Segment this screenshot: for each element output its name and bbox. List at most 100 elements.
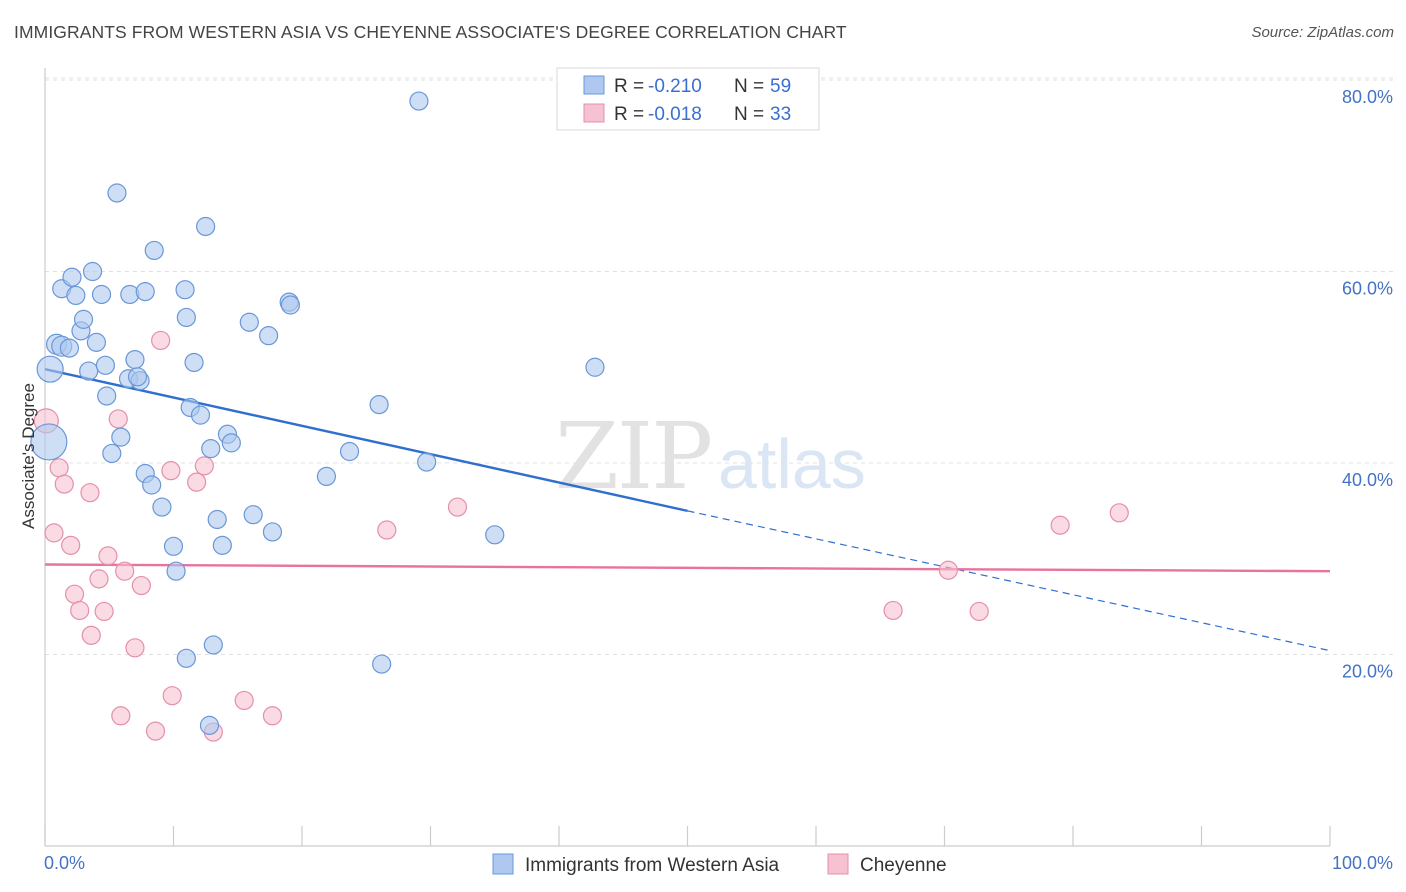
series-legend-label-blue: Immigrants from Western Asia — [525, 855, 780, 876]
series-legend: Immigrants from Western Asia Cheyenne — [492, 853, 947, 876]
legend-r-value-1: -0.210 — [648, 76, 702, 97]
watermark-atlas: atlas — [718, 425, 866, 503]
point-pink-14 — [115, 561, 135, 581]
x-tick-labels: 0.0% 100.0% — [44, 853, 1393, 873]
legend-n-label-2: N = — [734, 104, 764, 125]
point-pink-26 — [377, 520, 397, 540]
point-blue-53 — [372, 654, 392, 674]
point-blue-0 — [30, 423, 68, 461]
legend-n-value-2: 33 — [770, 104, 791, 125]
point-blue-55 — [409, 91, 429, 111]
point-pink-1 — [44, 523, 64, 543]
point-blue-29 — [163, 536, 184, 556]
point-pink-18 — [151, 330, 171, 351]
point-pink-15 — [125, 638, 145, 658]
point-blue-1 — [36, 355, 64, 383]
point-pink-12 — [108, 409, 128, 429]
point-blue-39 — [207, 509, 227, 530]
y-tick-label-0: 20.0% — [1342, 662, 1393, 682]
point-blue-44 — [176, 648, 196, 668]
point-blue-35 — [190, 405, 211, 425]
source-label: Source: ZipAtlas.com — [1251, 24, 1394, 41]
point-blue-17 — [111, 427, 131, 447]
point-blue-37 — [201, 439, 221, 459]
point-pink-3 — [54, 474, 74, 494]
point-blue-30 — [166, 561, 186, 581]
x-tick-label-min: 0.0% — [44, 853, 85, 873]
point-pink-6 — [70, 600, 90, 621]
chart-title: IMMIGRANTS FROM WESTERN ASIA VS CHEYENNE… — [14, 22, 847, 42]
point-blue-32 — [176, 307, 196, 328]
point-blue-25 — [144, 240, 164, 261]
point-pink-32 — [1109, 503, 1129, 523]
point-pink-13 — [111, 706, 131, 726]
point-blue-27 — [142, 475, 162, 495]
point-blue-15 — [97, 386, 117, 406]
point-blue-28 — [152, 497, 172, 517]
legend-n-label-1: N = — [734, 76, 764, 97]
point-blue-52 — [339, 441, 360, 462]
point-pink-8 — [81, 625, 101, 645]
trend-line-pink — [44, 563, 1331, 573]
trend-line-blue-extension — [687, 510, 1331, 652]
point-pink-19 — [161, 461, 181, 481]
point-blue-21 — [125, 349, 145, 370]
point-blue-43 — [199, 715, 220, 735]
point-blue-46 — [243, 505, 263, 525]
point-pink-7 — [80, 483, 100, 503]
point-blue-9 — [91, 284, 112, 305]
point-blue-51 — [316, 466, 337, 487]
trend-lines — [44, 367, 1331, 652]
point-blue-50 — [280, 295, 301, 315]
point-pink-16 — [131, 575, 151, 596]
point-pink-28 — [883, 600, 903, 621]
point-blue-58 — [585, 357, 605, 377]
point-pink-17 — [145, 721, 166, 741]
axes — [44, 68, 1331, 847]
point-pink-22 — [194, 456, 214, 476]
point-pink-10 — [94, 601, 114, 622]
point-pink-4 — [61, 535, 81, 555]
watermark: ZIP atlas — [555, 403, 866, 510]
point-blue-45 — [239, 312, 259, 332]
point-blue-18 — [107, 183, 127, 203]
point-blue-24 — [135, 282, 155, 302]
point-blue-47 — [258, 326, 279, 346]
y-tick-labels: 20.0% 40.0% 60.0% 80.0% — [1342, 87, 1393, 682]
watermark-zip: ZIP — [555, 403, 711, 510]
point-pink-5 — [64, 584, 85, 604]
point-blue-34 — [184, 352, 204, 373]
point-blue-36 — [196, 216, 216, 237]
y-tick-label-2: 60.0% — [1342, 279, 1393, 299]
y-axis-title: Associate's Degree — [19, 383, 38, 529]
point-pink-29 — [938, 560, 958, 580]
point-pink-24 — [234, 690, 254, 711]
point-blue-12 — [79, 361, 99, 381]
point-blue-13 — [86, 332, 107, 352]
point-blue-57 — [485, 525, 505, 545]
point-blue-40 — [212, 535, 232, 555]
y-tick-label-3: 80.0% — [1342, 87, 1393, 107]
point-blue-11 — [73, 309, 94, 329]
series-legend-label-pink: Cheyenne — [860, 855, 947, 876]
point-pink-20 — [162, 686, 182, 706]
series-legend-swatch-pink — [827, 853, 849, 875]
point-pink-11 — [98, 546, 118, 566]
y-tick-label-1: 40.0% — [1342, 470, 1393, 490]
legend-n-value-1: 59 — [770, 76, 791, 97]
point-pink-2 — [49, 458, 69, 478]
x-tick-label-max: 100.0% — [1332, 853, 1393, 873]
point-blue-8 — [82, 261, 103, 282]
legend-r-label-1: R = — [614, 76, 644, 97]
trend-line-blue — [44, 367, 688, 513]
point-blue-6 — [62, 267, 82, 287]
point-pink-31 — [1050, 515, 1070, 535]
point-blue-42 — [221, 433, 241, 453]
legend-r-label-2: R = — [614, 104, 644, 125]
data-points — [30, 91, 1129, 742]
point-blue-31 — [175, 280, 195, 300]
point-blue-48 — [262, 522, 283, 542]
point-blue-23 — [127, 367, 148, 387]
point-blue-7 — [66, 285, 86, 306]
